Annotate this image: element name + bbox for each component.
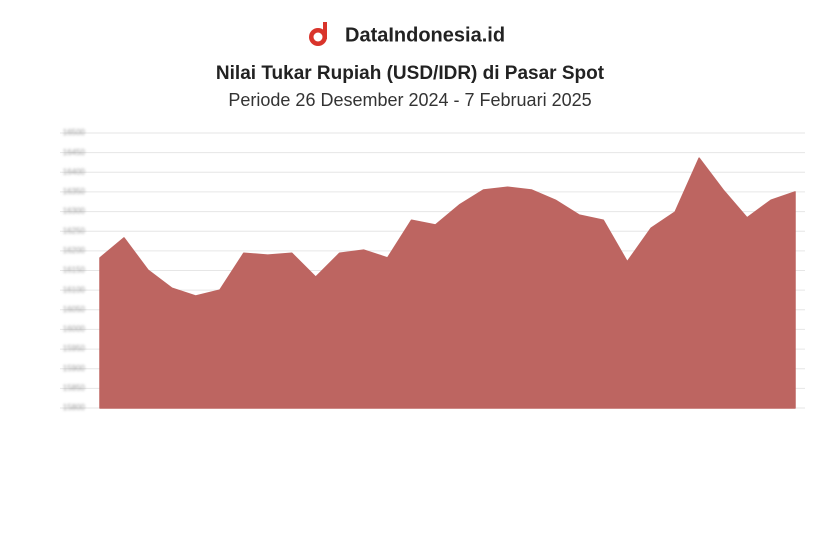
logo-icon-hole xyxy=(313,32,323,42)
brand: DataIndonesia.id xyxy=(345,24,505,46)
y-tick-label: 16500 xyxy=(63,128,86,137)
y-tick-label: 16350 xyxy=(63,187,86,196)
y-tick-label: 16200 xyxy=(63,246,86,255)
logo xyxy=(309,22,327,46)
y-tick-label: 16400 xyxy=(63,167,86,176)
y-tick-label: 16250 xyxy=(63,226,86,235)
y-tick-label: 16300 xyxy=(63,207,86,216)
y-tick-label: 15950 xyxy=(63,344,86,353)
chart-title: Nilai Tukar Rupiah (USD/IDR) di Pasar Sp… xyxy=(216,63,605,84)
y-tick-label: 16100 xyxy=(63,285,86,294)
area xyxy=(99,157,796,409)
chart-subtitle: Periode 26 Desember 2024 - 7 Februari 20… xyxy=(228,90,591,110)
y-tick-label: 16000 xyxy=(63,325,86,334)
logo-icon-stem xyxy=(323,22,327,39)
y-tick-label: 15800 xyxy=(63,403,86,412)
y-tick-label: 16150 xyxy=(63,266,86,275)
y-tick-label: 16050 xyxy=(63,305,86,314)
y-tick-label: 16450 xyxy=(63,148,86,157)
y-tick-label: 15850 xyxy=(63,383,86,392)
y-tick-label: 15900 xyxy=(63,364,86,373)
